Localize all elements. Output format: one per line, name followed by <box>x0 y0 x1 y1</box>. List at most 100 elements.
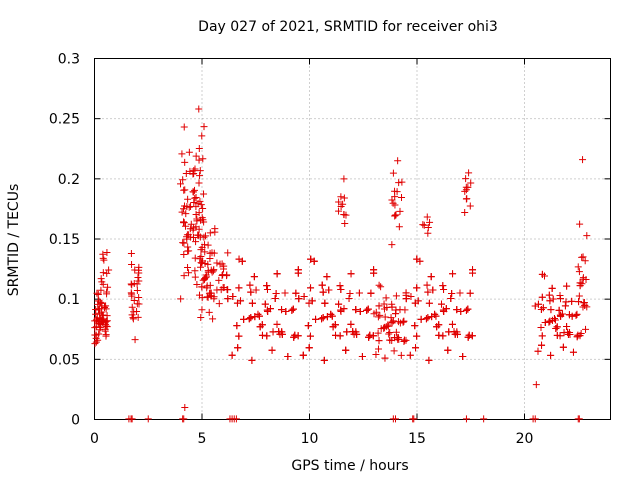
data-point <box>224 249 232 257</box>
data-point <box>388 318 396 326</box>
data-point <box>341 219 349 227</box>
y-tick-label: 0.25 <box>49 112 80 128</box>
data-point <box>394 335 402 343</box>
y-tick-label: 0.05 <box>49 352 80 368</box>
data-point <box>178 150 186 158</box>
data-point <box>130 296 138 304</box>
data-point <box>370 310 378 318</box>
data-point <box>282 308 290 316</box>
data-point <box>97 275 105 283</box>
data-point <box>445 328 453 336</box>
data-point <box>461 209 469 217</box>
data-point <box>464 333 472 341</box>
data-point <box>258 331 266 339</box>
data-point <box>402 295 410 303</box>
data-point <box>198 259 206 267</box>
data-point <box>352 306 360 314</box>
data-point <box>457 308 465 316</box>
data-point <box>130 308 138 316</box>
data-point <box>465 169 473 177</box>
data-point <box>358 353 366 361</box>
data-point <box>342 346 350 354</box>
data-point <box>336 282 344 290</box>
data-point <box>215 276 223 284</box>
data-point <box>185 203 193 211</box>
x-tick-label: 5 <box>198 431 207 447</box>
data-point <box>469 266 477 274</box>
data-point <box>363 306 371 314</box>
data-point <box>263 285 271 293</box>
data-point <box>128 415 136 423</box>
data-point <box>211 228 219 236</box>
data-point <box>424 229 432 237</box>
data-point <box>195 105 203 113</box>
data-point <box>346 290 354 298</box>
data-point <box>391 193 399 201</box>
data-point <box>444 346 452 354</box>
data-point <box>278 306 286 314</box>
data-point <box>181 158 189 166</box>
data-point <box>466 289 474 297</box>
data-point <box>374 329 382 337</box>
data-point <box>425 356 433 364</box>
data-point <box>337 285 345 293</box>
data-point <box>191 267 199 275</box>
data-point <box>390 347 398 355</box>
data-point <box>198 283 206 291</box>
data-point <box>191 254 199 262</box>
data-point <box>195 209 203 217</box>
data-point <box>375 337 383 345</box>
data-point <box>461 187 469 195</box>
data-point <box>268 346 276 354</box>
data-point <box>377 283 385 291</box>
data-point <box>449 270 457 278</box>
data-point <box>559 343 567 351</box>
data-point <box>579 156 587 164</box>
data-point <box>281 289 289 297</box>
data-point <box>413 332 421 340</box>
data-point <box>364 305 372 313</box>
data-point <box>196 167 204 175</box>
data-point <box>209 315 217 323</box>
data-point <box>398 178 406 186</box>
data-point <box>538 341 546 349</box>
data-point <box>206 281 214 289</box>
data-point <box>407 293 415 301</box>
data-point <box>195 179 203 187</box>
data-point <box>462 415 470 423</box>
data-point <box>424 314 432 322</box>
data-point <box>328 312 336 320</box>
data-point <box>92 310 100 318</box>
data-point <box>97 323 105 331</box>
data-point <box>335 198 343 206</box>
data-point <box>191 194 199 202</box>
data-point <box>183 231 191 239</box>
data-point <box>537 306 545 314</box>
data-point <box>252 286 260 294</box>
data-point <box>263 306 271 314</box>
data-point <box>374 345 382 353</box>
data-point <box>547 306 555 314</box>
data-point <box>563 282 571 290</box>
data-point <box>393 188 401 196</box>
data-point <box>391 334 399 342</box>
data-point <box>397 351 405 359</box>
data-point <box>180 186 188 194</box>
data-point <box>417 315 425 323</box>
data-point <box>569 348 577 356</box>
data-point <box>128 261 136 269</box>
data-point <box>583 303 591 311</box>
data-point <box>464 305 472 313</box>
data-point <box>269 328 277 336</box>
data-point <box>92 323 100 331</box>
data-point <box>423 213 431 221</box>
data-point <box>101 327 109 335</box>
data-point <box>385 330 393 338</box>
data-point <box>380 324 388 332</box>
data-point <box>191 273 199 281</box>
data-point <box>228 351 236 359</box>
data-point <box>97 286 105 294</box>
data-point <box>547 351 555 359</box>
data-point <box>391 201 399 209</box>
data-point <box>394 157 402 165</box>
